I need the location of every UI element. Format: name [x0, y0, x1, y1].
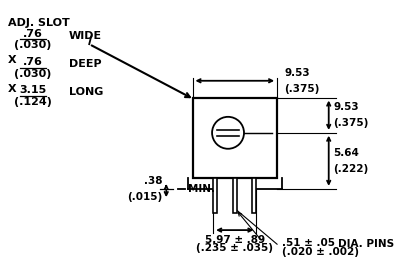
Text: X: X: [8, 84, 16, 94]
Text: (.375): (.375): [334, 118, 369, 128]
Text: 5.97 ± .89: 5.97 ± .89: [205, 235, 265, 245]
Text: .38: .38: [144, 176, 162, 186]
Text: .76: .76: [23, 29, 43, 39]
Text: (.124): (.124): [14, 97, 52, 107]
Text: LONG: LONG: [68, 87, 103, 97]
Text: ADJ. SLOT: ADJ. SLOT: [8, 18, 69, 28]
Text: (.222): (.222): [334, 164, 369, 173]
Text: 3.15: 3.15: [19, 85, 46, 95]
Text: X: X: [8, 55, 16, 65]
Text: MIN.: MIN.: [188, 184, 215, 194]
Bar: [192, 98, 277, 178]
Text: (.375): (.375): [284, 84, 320, 94]
Bar: [233, 178, 237, 213]
Text: .51 ± .05: .51 ± .05: [282, 238, 335, 248]
Text: (.030): (.030): [14, 40, 52, 50]
Text: (.030): (.030): [14, 69, 52, 79]
Bar: [213, 178, 218, 213]
Text: (.235 ± .035): (.235 ± .035): [196, 243, 273, 253]
Text: (.015): (.015): [127, 192, 162, 202]
Text: 9.53: 9.53: [284, 68, 310, 78]
Bar: [252, 178, 256, 213]
Text: DEEP: DEEP: [68, 59, 101, 69]
Text: WIDE: WIDE: [68, 31, 102, 41]
Text: 9.53: 9.53: [334, 102, 359, 112]
Text: (.020 ± .002): (.020 ± .002): [282, 247, 359, 257]
Text: .76: .76: [23, 57, 43, 67]
Text: 5.64: 5.64: [334, 148, 359, 158]
Text: DIA. PINS: DIA. PINS: [338, 239, 394, 249]
